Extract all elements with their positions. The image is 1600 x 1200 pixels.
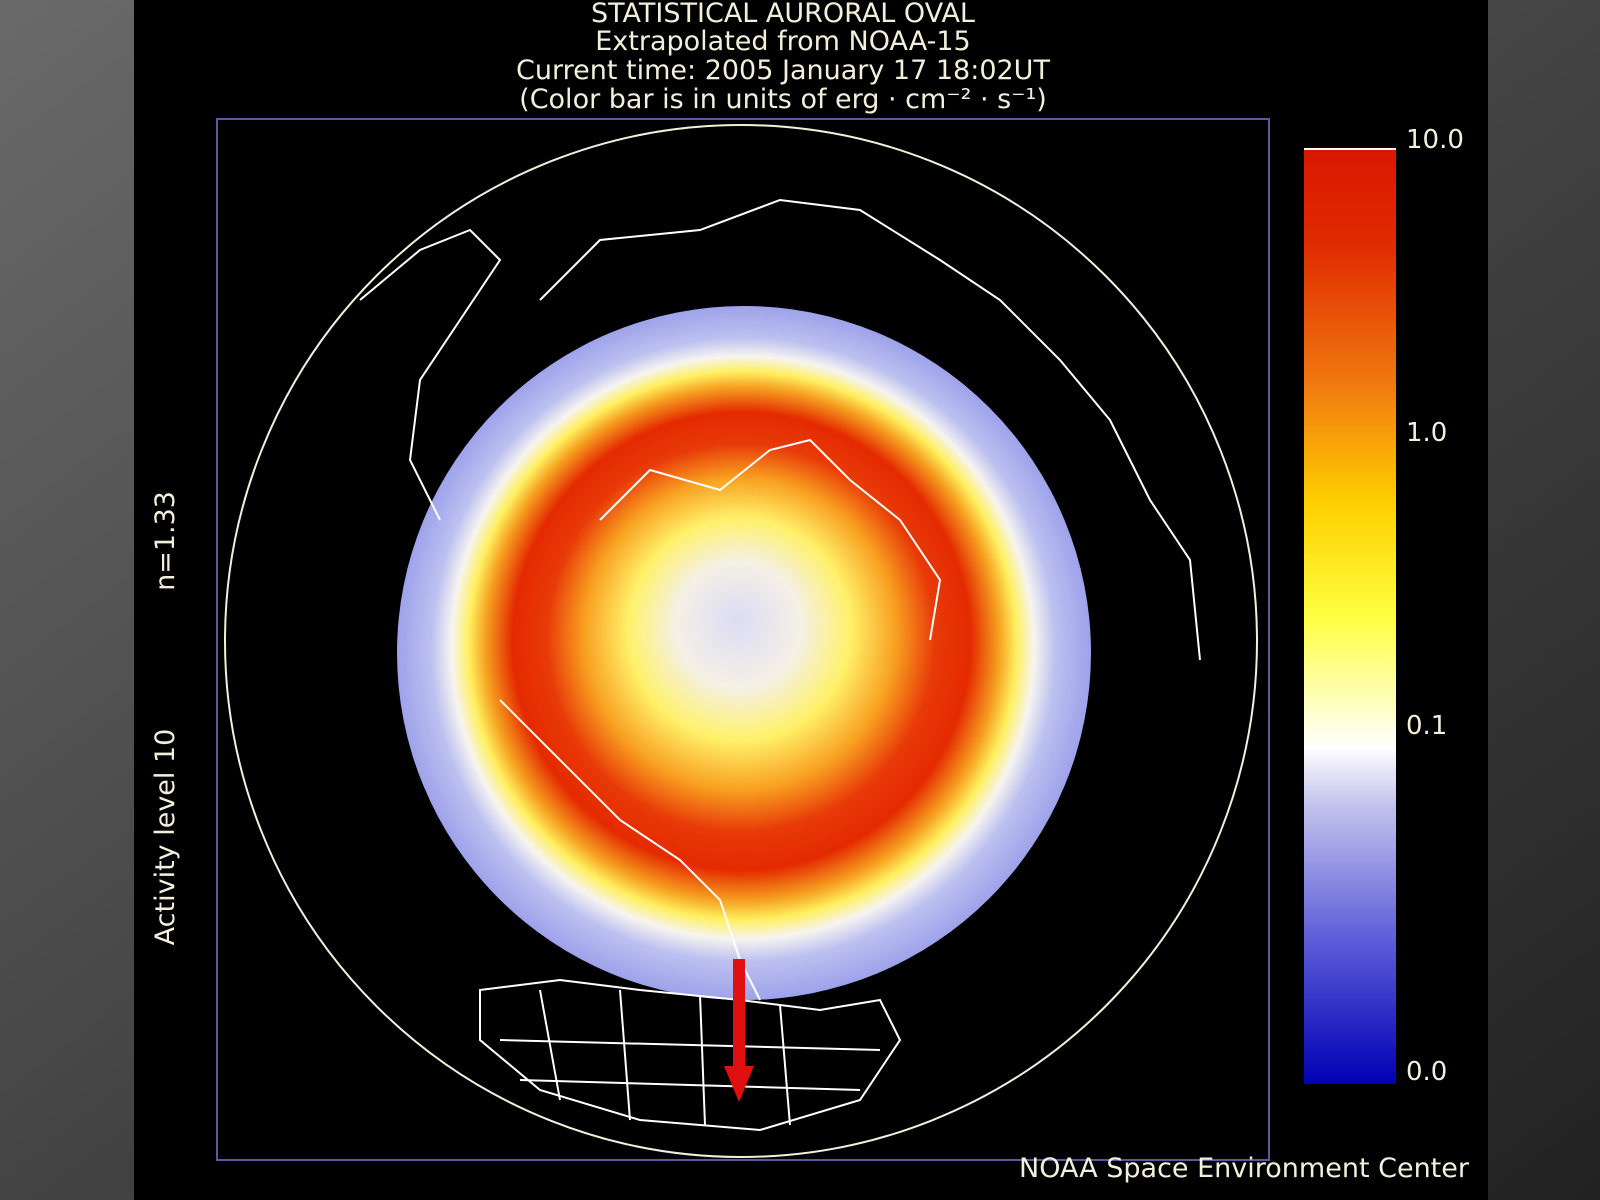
- map-frame: [216, 118, 1270, 1161]
- title-line: Extrapolated from NOAA-15: [595, 26, 970, 57]
- red-arrow: [724, 959, 754, 1102]
- activity-label: Activity level 10: [150, 729, 181, 946]
- auroral-oval: [397, 306, 1091, 1000]
- color-bar: [1304, 149, 1396, 1084]
- footer-credit: NOAA Space Environment Center: [1019, 1153, 1470, 1184]
- color-bar-label: 0.1: [1406, 711, 1447, 741]
- globe: [359, 198, 1201, 1132]
- n-label: n=1.33: [150, 491, 181, 591]
- title-line: STATISTICAL AURORAL OVAL: [591, 0, 975, 29]
- color-bar-label: 0.0: [1406, 1057, 1447, 1087]
- globe-outline: [224, 124, 1258, 1158]
- title-line: Current time: 2005 January 17 18:02UT: [516, 55, 1050, 86]
- color-bar-label: 10.0: [1406, 125, 1464, 155]
- color-bar-label: 1.0: [1406, 418, 1447, 448]
- title-line: (Color bar is in units of erg · cm⁻² · s…: [519, 84, 1047, 115]
